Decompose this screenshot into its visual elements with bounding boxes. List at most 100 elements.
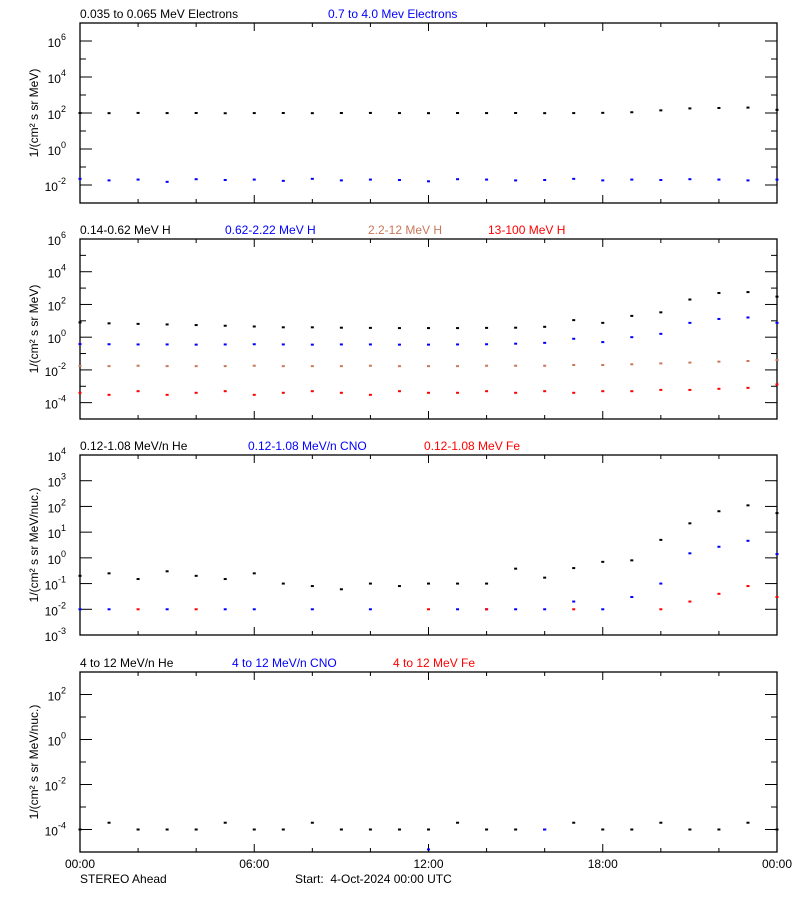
x-tick-label: 18:00 xyxy=(588,857,618,871)
data-point xyxy=(775,512,779,515)
data-point xyxy=(514,112,518,114)
series-points xyxy=(78,106,779,115)
data-point xyxy=(223,821,227,824)
data-point xyxy=(543,178,547,181)
data-point xyxy=(746,316,750,319)
data-point xyxy=(775,596,779,599)
data-point xyxy=(717,106,721,109)
data-point xyxy=(78,321,82,324)
y-tick-label: 106 xyxy=(48,32,66,50)
data-point xyxy=(194,608,198,611)
data-point xyxy=(543,364,547,367)
data-point xyxy=(368,393,372,396)
data-point xyxy=(630,363,634,366)
data-point xyxy=(746,504,750,507)
data-point xyxy=(78,608,82,611)
data-point xyxy=(659,388,663,391)
y-tick-label: 100 xyxy=(48,328,66,346)
plot-frame xyxy=(79,454,778,636)
data-point xyxy=(717,178,721,181)
data-point xyxy=(659,821,663,824)
data-point xyxy=(397,178,401,181)
data-point xyxy=(252,828,256,831)
data-point xyxy=(427,828,430,831)
data-point xyxy=(136,828,140,831)
data-point xyxy=(252,112,256,115)
y-tick-label: 10-2 xyxy=(45,600,66,618)
data-point xyxy=(514,567,518,570)
data-point xyxy=(543,325,547,328)
data-point xyxy=(165,828,169,831)
data-point xyxy=(107,322,111,325)
data-point xyxy=(136,111,140,114)
x-tick-label: 00:00 xyxy=(65,857,95,871)
data-point xyxy=(136,322,140,325)
data-point xyxy=(601,828,605,831)
data-point xyxy=(485,390,489,393)
data-point xyxy=(281,828,285,831)
data-point xyxy=(397,828,401,831)
data-point xyxy=(601,608,605,611)
series-points xyxy=(78,359,779,368)
series-points xyxy=(78,316,779,346)
y-tick-label: 102 xyxy=(48,497,66,515)
data-point xyxy=(107,365,111,368)
series-label: 0.035 to 0.065 MeV Electrons xyxy=(80,7,238,21)
data-point xyxy=(194,365,198,368)
data-point xyxy=(659,608,663,611)
data-point xyxy=(485,582,489,585)
data-point xyxy=(107,179,111,182)
data-point xyxy=(310,608,314,611)
data-point xyxy=(339,179,343,182)
data-point xyxy=(485,364,489,367)
y-tick-label: 106 xyxy=(48,230,66,248)
y-tick-label: 101 xyxy=(48,523,66,541)
data-point xyxy=(281,112,285,114)
data-point xyxy=(688,321,692,324)
data-point xyxy=(310,343,314,346)
data-point xyxy=(688,388,692,391)
y-tick-label: 10-3 xyxy=(45,626,66,644)
data-point xyxy=(165,323,169,326)
data-point xyxy=(339,326,343,329)
data-point xyxy=(456,343,460,346)
data-point xyxy=(136,364,140,367)
data-point xyxy=(514,608,518,611)
data-point xyxy=(368,111,372,114)
start-time-label: Start: 4-Oct-2024 00:00 UTC xyxy=(295,872,452,886)
panel-2: 106 104 102 100 10-2 10-4 1/(cm² s sr MeV) 0.14… xyxy=(27,223,779,420)
data-point xyxy=(281,326,285,329)
data-point xyxy=(659,538,663,541)
data-point xyxy=(543,828,547,831)
data-point xyxy=(78,365,82,368)
data-point xyxy=(572,337,576,340)
data-point xyxy=(659,311,663,314)
data-point xyxy=(543,576,547,579)
data-point xyxy=(397,112,401,115)
y-tick-label: 10-2 xyxy=(45,361,66,379)
data-point xyxy=(78,574,82,577)
data-point xyxy=(717,545,721,548)
data-point xyxy=(659,332,663,335)
data-point xyxy=(543,112,547,115)
data-point xyxy=(194,112,198,114)
data-point xyxy=(456,582,460,585)
data-point xyxy=(659,362,663,365)
data-point xyxy=(252,393,256,396)
x-tick-label: 12:00 xyxy=(413,857,443,871)
data-point xyxy=(368,343,372,346)
series-points xyxy=(78,821,779,831)
data-point xyxy=(310,390,314,393)
y-tick-label: 102 xyxy=(48,295,66,313)
data-point xyxy=(601,321,605,324)
data-point xyxy=(252,572,256,575)
data-point xyxy=(339,588,343,591)
data-point xyxy=(485,112,489,115)
data-point xyxy=(514,342,518,345)
data-point xyxy=(456,821,460,824)
data-point xyxy=(252,178,256,181)
data-point xyxy=(427,112,430,115)
data-point xyxy=(746,360,750,363)
data-point xyxy=(107,821,111,824)
data-point xyxy=(252,325,256,328)
